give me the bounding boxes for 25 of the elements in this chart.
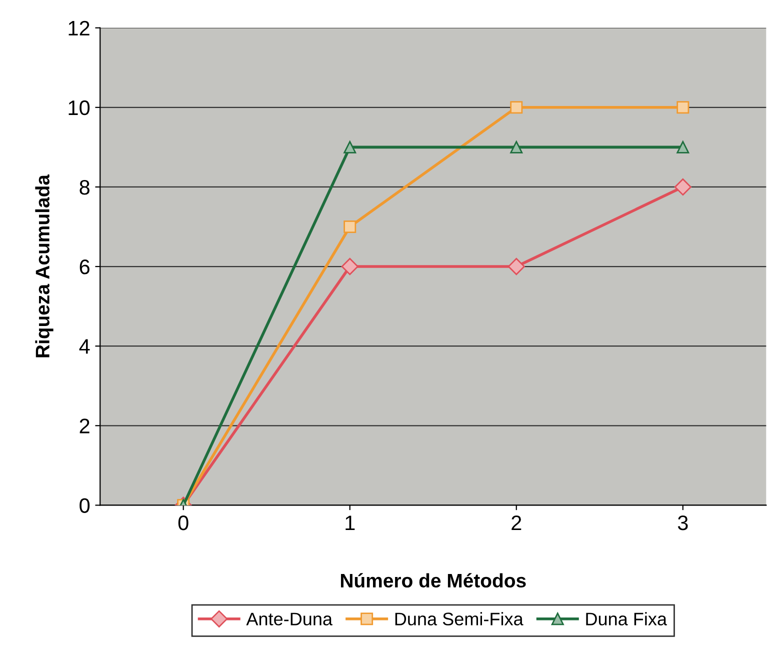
legend-label: Duna Semi-Fixa: [395, 612, 524, 626]
y-tick-label: 4: [79, 339, 90, 354]
x-tick-label: 0: [178, 515, 188, 530]
y-tick-label: 12: [68, 20, 90, 36]
y-tick-label: 6: [80, 260, 90, 274]
point: [344, 140, 356, 154]
y-tick-label: 10: [68, 100, 90, 116]
point: [508, 258, 525, 276]
point: [510, 101, 523, 114]
x-tick-label: 3: [678, 515, 688, 530]
legend-label: Ante-Duna: [246, 612, 333, 626]
y-tick-label: 2: [80, 418, 90, 434]
x-tick-label: 2: [512, 515, 522, 530]
legend-label: Duna Fixa: [586, 612, 668, 626]
y-axis-title: Riqueza Acumulada: [35, 174, 54, 358]
point: [341, 258, 358, 276]
y-tick-label: 0: [80, 498, 90, 513]
point: [674, 178, 692, 196]
point: [510, 140, 523, 154]
x-tick-label: 1: [346, 516, 355, 530]
point: [676, 140, 690, 154]
point: [676, 101, 690, 114]
y-tick-label: 8: [80, 180, 90, 195]
x-axis-title: Número de Métodos: [340, 573, 526, 588]
point: [344, 220, 356, 233]
